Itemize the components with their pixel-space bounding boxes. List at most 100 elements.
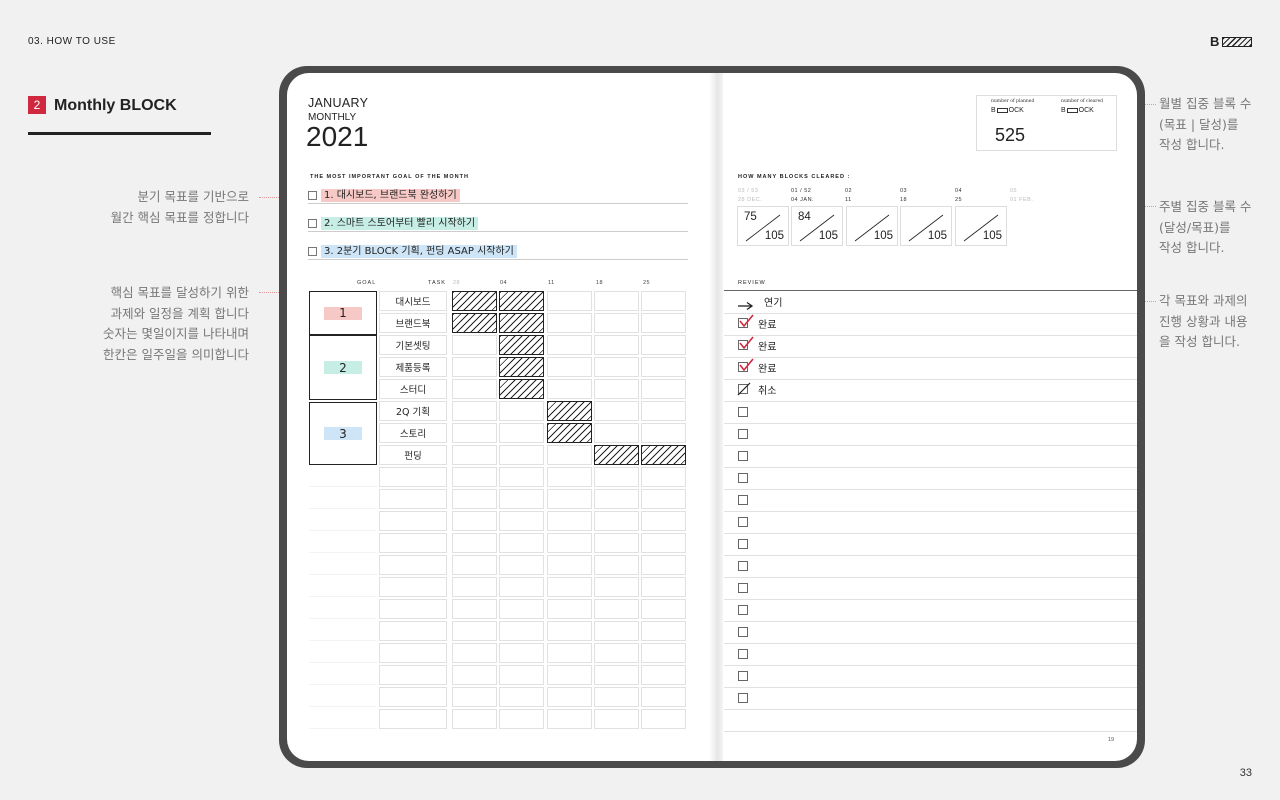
schedule-cell[interactable] bbox=[547, 291, 592, 311]
schedule-block-filled[interactable] bbox=[547, 423, 592, 443]
goal-line[interactable]: 3. 2분기 BLOCK 기획, 펀딩 ASAP 시작하기 bbox=[308, 244, 688, 260]
schedule-cell[interactable] bbox=[499, 555, 544, 575]
goal-line[interactable]: 2. 스마트 스토어부터 빨리 시작하기 bbox=[308, 216, 688, 232]
schedule-cell[interactable] bbox=[452, 357, 497, 377]
review-row[interactable]: 연기 bbox=[738, 291, 782, 311]
goal-box[interactable]: 3 bbox=[309, 402, 377, 465]
schedule-cell[interactable] bbox=[452, 511, 497, 531]
task-cell[interactable] bbox=[379, 577, 447, 597]
schedule-cell[interactable] bbox=[452, 687, 497, 707]
task-cell[interactable] bbox=[379, 467, 447, 487]
schedule-cell[interactable] bbox=[547, 445, 592, 465]
schedule-cell[interactable] bbox=[641, 379, 686, 399]
schedule-cell[interactable] bbox=[452, 335, 497, 355]
schedule-block-filled[interactable] bbox=[499, 291, 544, 311]
review-checkbox[interactable] bbox=[738, 407, 748, 417]
review-row[interactable] bbox=[738, 402, 748, 422]
schedule-cell[interactable] bbox=[452, 467, 497, 487]
review-checkbox[interactable] bbox=[738, 693, 748, 703]
goal-line[interactable]: 1. 대시보드, 브랜드북 완성하기 bbox=[308, 188, 688, 204]
schedule-cell[interactable] bbox=[594, 313, 639, 333]
schedule-cell[interactable] bbox=[452, 665, 497, 685]
schedule-cell[interactable] bbox=[641, 665, 686, 685]
review-checkbox[interactable] bbox=[738, 358, 754, 372]
task-cell[interactable]: 스토리 bbox=[379, 423, 447, 443]
review-row[interactable]: 취소 bbox=[737, 379, 776, 399]
task-cell[interactable] bbox=[379, 489, 447, 509]
schedule-cell[interactable] bbox=[452, 489, 497, 509]
schedule-cell[interactable] bbox=[452, 533, 497, 553]
schedule-cell[interactable] bbox=[641, 357, 686, 377]
schedule-block-filled[interactable] bbox=[499, 313, 544, 333]
week-block-box[interactable]: 105 bbox=[955, 206, 1007, 246]
task-cell[interactable] bbox=[379, 621, 447, 641]
schedule-cell[interactable] bbox=[641, 489, 686, 509]
goal-cell[interactable] bbox=[309, 643, 377, 663]
schedule-cell[interactable] bbox=[499, 643, 544, 663]
task-cell[interactable]: 브랜드북 bbox=[379, 313, 447, 333]
schedule-cell[interactable] bbox=[594, 401, 639, 421]
schedule-cell[interactable] bbox=[547, 643, 592, 663]
week-block-box[interactable]: 105 bbox=[900, 206, 952, 246]
schedule-cell[interactable] bbox=[547, 533, 592, 553]
schedule-cell[interactable] bbox=[499, 467, 544, 487]
review-row[interactable] bbox=[738, 446, 748, 466]
review-row[interactable] bbox=[738, 556, 748, 576]
schedule-block-filled[interactable] bbox=[499, 357, 544, 377]
schedule-cell[interactable] bbox=[594, 687, 639, 707]
schedule-cell[interactable] bbox=[594, 291, 639, 311]
review-checkbox[interactable] bbox=[738, 539, 748, 549]
review-row[interactable] bbox=[738, 490, 748, 510]
schedule-cell[interactable] bbox=[499, 511, 544, 531]
goal-box[interactable]: 1 bbox=[309, 291, 377, 335]
week-block-box[interactable]: 105 bbox=[846, 206, 898, 246]
schedule-cell[interactable] bbox=[499, 665, 544, 685]
schedule-cell[interactable] bbox=[641, 643, 686, 663]
review-row[interactable]: 완료 bbox=[738, 357, 776, 377]
goal-cell[interactable] bbox=[309, 489, 377, 509]
schedule-cell[interactable] bbox=[641, 533, 686, 553]
schedule-cell[interactable] bbox=[547, 687, 592, 707]
goal-checkbox[interactable] bbox=[308, 191, 317, 200]
goal-cell[interactable] bbox=[309, 687, 377, 707]
goal-cell[interactable] bbox=[309, 467, 377, 487]
goal-cell[interactable] bbox=[309, 599, 377, 619]
schedule-cell[interactable] bbox=[547, 357, 592, 377]
schedule-cell[interactable] bbox=[499, 687, 544, 707]
schedule-cell[interactable] bbox=[547, 489, 592, 509]
schedule-cell[interactable] bbox=[641, 423, 686, 443]
goal-cell[interactable] bbox=[309, 577, 377, 597]
review-checkbox[interactable] bbox=[738, 336, 754, 350]
task-cell[interactable]: 제품등록 bbox=[379, 357, 447, 377]
task-cell[interactable] bbox=[379, 511, 447, 531]
schedule-cell[interactable] bbox=[499, 445, 544, 465]
schedule-cell[interactable] bbox=[547, 379, 592, 399]
task-cell[interactable] bbox=[379, 555, 447, 575]
goal-cell[interactable] bbox=[309, 511, 377, 531]
review-checkbox[interactable] bbox=[738, 451, 748, 461]
schedule-cell[interactable] bbox=[452, 555, 497, 575]
postpone-arrow-icon[interactable] bbox=[738, 296, 754, 311]
schedule-cell[interactable] bbox=[594, 357, 639, 377]
schedule-cell[interactable] bbox=[641, 291, 686, 311]
schedule-cell[interactable] bbox=[594, 665, 639, 685]
task-cell[interactable] bbox=[379, 665, 447, 685]
goal-cell[interactable] bbox=[309, 709, 377, 729]
schedule-cell[interactable] bbox=[499, 709, 544, 729]
schedule-cell[interactable] bbox=[452, 379, 497, 399]
task-cell[interactable]: 대시보드 bbox=[379, 291, 447, 311]
goal-cell[interactable] bbox=[309, 621, 377, 641]
schedule-cell[interactable] bbox=[547, 335, 592, 355]
schedule-block-filled[interactable] bbox=[499, 335, 544, 355]
schedule-cell[interactable] bbox=[452, 577, 497, 597]
week-block-box[interactable]: 75 105 bbox=[737, 206, 789, 246]
goal-checkbox[interactable] bbox=[308, 247, 317, 256]
schedule-cell[interactable] bbox=[641, 577, 686, 597]
schedule-cell[interactable] bbox=[547, 511, 592, 531]
schedule-cell[interactable] bbox=[499, 621, 544, 641]
schedule-cell[interactable] bbox=[641, 555, 686, 575]
task-cell[interactable] bbox=[379, 599, 447, 619]
goal-checkbox[interactable] bbox=[308, 219, 317, 228]
review-row[interactable]: 완료 bbox=[738, 335, 776, 355]
goal-cell[interactable] bbox=[309, 555, 377, 575]
